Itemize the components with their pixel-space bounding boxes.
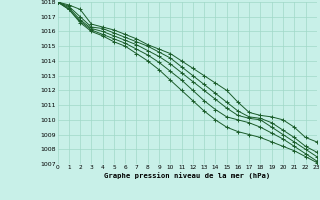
X-axis label: Graphe pression niveau de la mer (hPa): Graphe pression niveau de la mer (hPa) (104, 172, 270, 179)
